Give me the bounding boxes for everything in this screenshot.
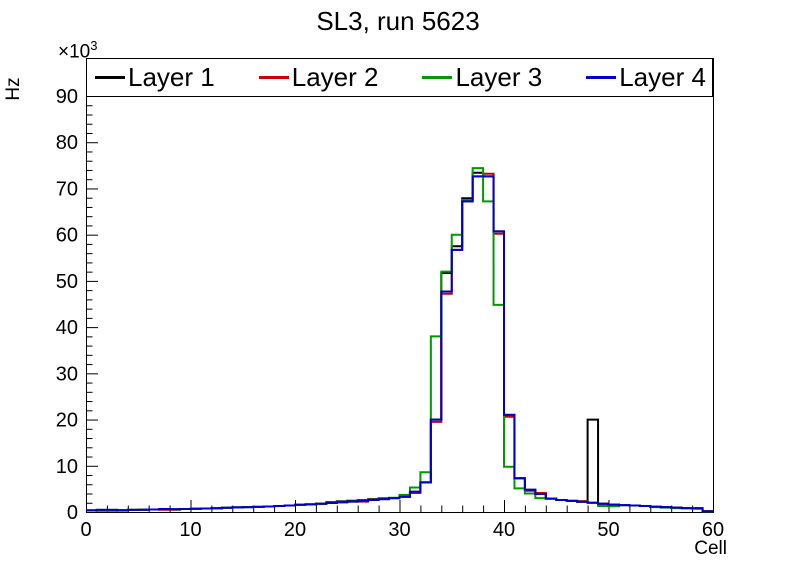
y-tick-label: 30 (56, 363, 78, 385)
chart-title: SL3, run 5623 (316, 6, 480, 36)
y-tick-label: 80 (56, 132, 78, 154)
legend-entry-layer-3: Layer 3 (422, 62, 542, 93)
y-tick-label: 90 (56, 86, 78, 108)
legend-entry-layer-1: Layer 1 (95, 62, 215, 93)
x-tick-label: 10 (179, 519, 201, 541)
histogram-layer-2 (86, 172, 713, 513)
legend-label: Layer 2 (291, 62, 379, 92)
legend-entry-layer-4: Layer 4 (586, 62, 706, 93)
legend-label: Layer 4 (619, 62, 706, 92)
y-tick-label: 20 (56, 410, 78, 432)
histogram-layer-1 (86, 171, 713, 513)
legend-label: Layer 1 (128, 62, 215, 92)
x-tick-label: 20 (284, 519, 306, 541)
x-tick-label: 40 (493, 519, 515, 541)
x-tick-label: 0 (80, 519, 91, 541)
y-tick-label: 60 (56, 225, 78, 247)
x-tick-label: 50 (597, 519, 619, 541)
y-tick-label: 10 (56, 456, 78, 478)
x-tick-label: 30 (388, 519, 410, 541)
legend-box: Layer 1 Layer 2 Layer 3 Layer 4 (86, 58, 713, 97)
y-tick-label: 40 (56, 317, 78, 339)
legend-label: Layer 3 (455, 62, 543, 92)
y-tick-label: 50 (56, 271, 78, 293)
y-axis-scale-label: ×103 (58, 38, 98, 63)
layer-2-line-swatch (258, 76, 289, 79)
layer-1-line-swatch (95, 76, 125, 79)
y-tick-label: 70 (56, 178, 78, 200)
plot-frame (86, 58, 714, 513)
legend-entry-layer-2: Layer 2 (258, 62, 379, 93)
x-tick-label: 60 (702, 519, 724, 541)
x-axis-title: Cell (694, 538, 727, 559)
y-tick-label: 0 (67, 502, 78, 524)
layer-3-line-swatch (422, 76, 453, 79)
histogram-layer-4 (86, 175, 713, 513)
layer-4-line-swatch (586, 76, 617, 79)
histogram-layer-3 (86, 167, 713, 513)
